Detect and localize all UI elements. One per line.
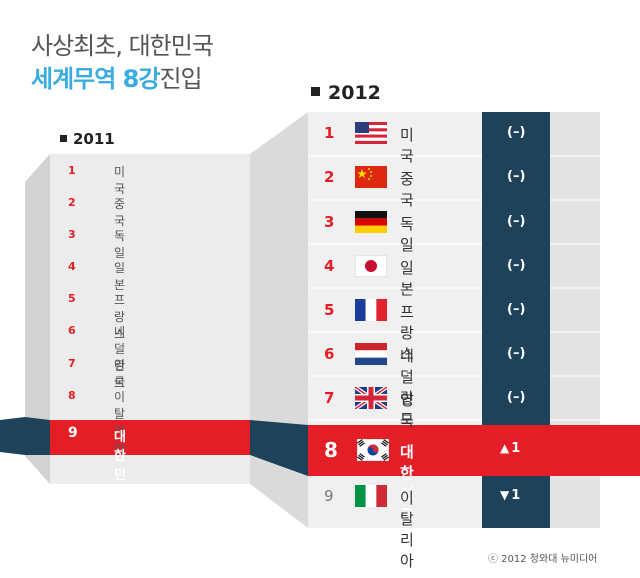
- rank-label: 7: [68, 357, 76, 370]
- netherlands-flag-icon: [355, 343, 387, 365]
- rank-label: 9: [68, 425, 78, 441]
- rank-label: 2: [324, 168, 335, 186]
- rank-label: 1: [324, 124, 335, 142]
- year-2012-header: 2012: [311, 82, 381, 104]
- country-name: 일본: [114, 261, 126, 292]
- rank-change: (–): [507, 214, 526, 229]
- japan-flag-icon: [355, 255, 387, 277]
- country-name: 독일: [114, 229, 126, 260]
- rank-label: 7: [324, 389, 335, 407]
- rank-change: ▲ 1: [500, 441, 520, 456]
- country-name: 대한민국: [400, 443, 414, 524]
- italy-flag-icon: [355, 485, 387, 507]
- year-2011-label: 2011: [73, 130, 115, 148]
- rank-label: 3: [324, 213, 335, 231]
- country-name: 프랑스: [400, 303, 414, 363]
- rank-label: 4: [324, 257, 335, 275]
- china-flag-icon: [355, 166, 387, 188]
- rank-change: ▼ 1: [500, 488, 520, 503]
- country-name: 영국: [400, 391, 414, 430]
- rank-label: 9: [324, 487, 334, 505]
- rank-label: 4: [68, 260, 76, 273]
- rank-label: 6: [324, 345, 335, 363]
- highlight-2011: [50, 420, 250, 455]
- country-name: 영국: [114, 358, 126, 389]
- germany-flag-icon: [355, 211, 387, 233]
- country-name: 미국: [114, 165, 126, 196]
- rank-change: (–): [507, 169, 526, 184]
- country-name: 네덜란드: [400, 347, 414, 428]
- row-dividers-2012: [308, 155, 600, 421]
- uk-flag-icon: [355, 387, 387, 409]
- country-name: 대한민국: [114, 430, 126, 502]
- title-line2: 세계무역 8강진입: [31, 59, 203, 94]
- korea-flag-icon: [357, 439, 389, 461]
- year-2011-header: 2011: [60, 130, 115, 148]
- rank-change-value: 1: [511, 441, 521, 456]
- rank-label: 5: [324, 301, 335, 319]
- rank-label: 6: [68, 324, 76, 337]
- country-name: 프랑스: [114, 293, 126, 341]
- country-name: 중국: [114, 197, 126, 228]
- rank-change: (–): [507, 390, 526, 405]
- rank-label: 8: [324, 438, 338, 462]
- rank-label: 5: [68, 292, 76, 305]
- rank-change-value: 1: [511, 488, 521, 503]
- country-name: 일본: [400, 259, 414, 298]
- country-name: 네덜란드: [114, 325, 126, 390]
- rank-change: (–): [507, 258, 526, 273]
- rank-change: (–): [507, 302, 526, 317]
- year-2012-label: 2012: [328, 82, 381, 104]
- title-highlight: 세계무역 8강: [31, 65, 160, 93]
- title-line1: 사상최초, 대한민국: [31, 32, 214, 60]
- country-name: 미국: [400, 126, 414, 165]
- panel-2011-left-face: [25, 154, 50, 484]
- rank-label: 3: [68, 228, 76, 241]
- title-rest: 진입: [159, 65, 202, 93]
- rank-change: (–): [507, 346, 526, 361]
- country-name: 이탈리아: [400, 489, 414, 570]
- down-arrow-icon: ▼: [500, 488, 510, 502]
- country-name: 중국: [400, 170, 414, 209]
- credit-text: ⓒ 2012 청와대 뉴미디어: [488, 554, 598, 565]
- rank-label: 1: [68, 164, 76, 177]
- usa-flag-icon: [355, 122, 387, 144]
- rank-label: 8: [68, 389, 76, 402]
- france-flag-icon: [355, 299, 387, 321]
- rank-label: 2: [68, 196, 76, 209]
- country-name: 이탈리아: [114, 390, 126, 455]
- rank-change: (–): [507, 125, 526, 140]
- up-arrow-icon: ▲: [500, 441, 510, 455]
- country-name: 독일: [400, 215, 414, 254]
